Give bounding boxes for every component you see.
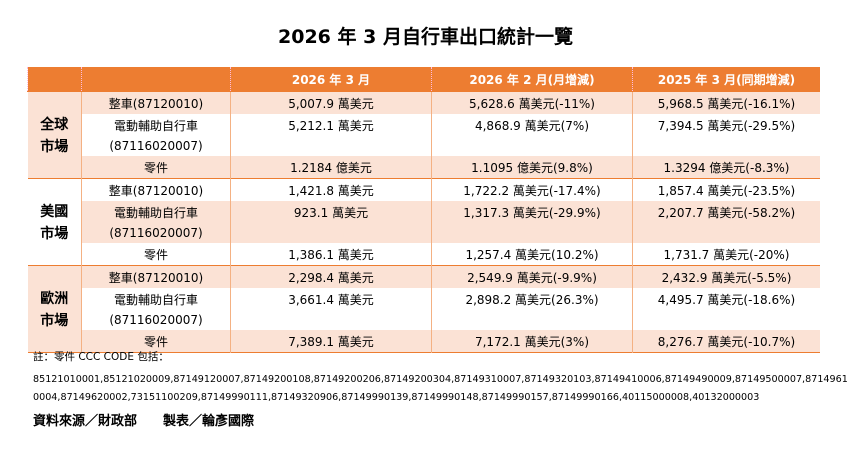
- value-cell: 5,628.6 萬美元(-11%): [431, 91, 633, 114]
- product-label: 電動輔助自行車: [113, 119, 198, 133]
- product-label: 零件: [143, 161, 168, 175]
- source-credit: 資料來源／財政部 製表／輪彥國際: [33, 414, 255, 429]
- codes-line: 0004,87149620002,73151100209,87149990111…: [33, 392, 760, 403]
- value-cell: 2,298.4 萬美元: [230, 265, 432, 288]
- region-label: 美國 市場: [27, 178, 82, 266]
- value-cell: 4,495.7 萬美元(-18.6%): [632, 288, 820, 330]
- region-label-line: 全球: [40, 117, 69, 133]
- value-cell: 1,421.8 萬美元: [230, 178, 432, 201]
- header-cell: 2025 年 3 月(同期增減): [632, 67, 820, 92]
- product-label: 整車(87120010): [108, 97, 204, 111]
- value-cell: 5,007.9 萬美元: [230, 91, 432, 114]
- header-cell: 2026 年 3 月: [230, 67, 432, 92]
- value-cell: 7,389.1 萬美元: [230, 330, 432, 353]
- page-title: 2026 年 3 月自行車出口統計一覽: [278, 26, 573, 48]
- value-cell: 1,731.7 萬美元(-20%): [632, 243, 820, 266]
- region-label-line: 美國: [40, 204, 69, 220]
- product-label: 電動輔助自行車: [113, 206, 198, 220]
- value-cell: 7,394.5 萬美元(-29.5%): [632, 114, 820, 156]
- product-label: (87116020007): [109, 313, 203, 327]
- header-row: 2026 年 3 月 2026 年 2 月(月增減) 2025 年 3 月(同期…: [27, 67, 820, 92]
- value-cell: 3,661.4 萬美元: [230, 288, 432, 330]
- table-row: 電動輔助自行車 (87116020007) 923.1 萬美元 1,317.3 萬美元…: [28, 201, 820, 243]
- product-cell: 零件: [81, 330, 231, 353]
- value-cell: 2,549.9 萬美元(-9.9%): [431, 265, 633, 288]
- header-cell: [81, 67, 231, 92]
- value-cell: 1,857.4 萬美元(-23.5%): [632, 178, 820, 201]
- value-cell: 1,317.3 萬美元(-29.9%): [431, 201, 633, 243]
- table-row: 歐洲市場 整車(87120010) 2,298.4 萬美元 2,549.9 萬美元(-…: [27, 265, 820, 353]
- header-cell: 2026 年 2 月(月增減): [431, 67, 633, 92]
- region-label-line: 市場: [40, 139, 69, 155]
- product-cell: 整車(87120010): [81, 178, 231, 201]
- value-cell: 8,276.7 萬美元(-10.7%): [632, 330, 820, 353]
- table-row: 美國市場 整車(87120010) 1,421.8 萬美元 1,722.2 萬美元(-…: [27, 178, 820, 266]
- product-label: 零件: [143, 335, 168, 349]
- table-row: 零件 1,386.1 萬美元 1,257.4 萬美元(10.2%) 1,731.7 萬…: [28, 243, 820, 266]
- product-label: (87116020007): [109, 226, 203, 240]
- table-row: 電動輔助自行車 (87116020007) 5,212.1 萬美元 4,868.9 萬…: [28, 114, 820, 156]
- value-cell: 2,207.7 萬美元(-58.2%): [632, 201, 820, 243]
- product-label: 零件: [143, 248, 168, 262]
- product-cell: 整車(87120010): [81, 91, 231, 114]
- product-label: 整車(87120010): [108, 184, 204, 198]
- product-label: 整車(87120010): [108, 271, 204, 285]
- product-label: 電動輔助自行車: [113, 293, 198, 307]
- product-cell: 電動輔助自行車 (87116020007): [81, 288, 231, 330]
- region-label-line: 市場: [40, 313, 69, 329]
- region-label: 歐洲 市場: [27, 265, 82, 353]
- export-stats-table: 2026 年 3 月 2026 年 2 月(月增減) 2025 年 3 月(同期…: [27, 67, 820, 353]
- value-cell: 4,868.9 萬美元(7%): [431, 114, 633, 156]
- value-cell: 1,722.2 萬美元(-17.4%): [431, 178, 633, 201]
- codes-line: 85121010001,85121020009,87149120007,8714…: [33, 374, 848, 385]
- value-cell: 1,386.1 萬美元: [230, 243, 432, 266]
- region-label-line: 歐洲: [40, 291, 69, 307]
- value-cell: 1,257.4 萬美元(10.2%): [431, 243, 633, 266]
- region-label: 全球 市場: [27, 91, 82, 179]
- product-cell: 零件: [81, 243, 231, 266]
- product-cell: 整車(87120010): [81, 265, 231, 288]
- value-cell: 1.3294 億美元(-8.3%): [632, 156, 820, 179]
- value-cell: 923.1 萬美元: [230, 201, 432, 243]
- note: 註：零件 CCC CODE 包括：: [33, 351, 169, 363]
- value-cell: 7,172.1 萬美元(3%): [431, 330, 633, 353]
- product-label: (87116020007): [109, 139, 203, 153]
- value-cell: 1.1095 億美元(9.8%): [431, 156, 633, 179]
- header-cell: [27, 67, 82, 92]
- value-cell: 2,898.2 萬美元(26.3%): [431, 288, 633, 330]
- value-cell: 2,432.9 萬美元(-5.5%): [632, 265, 820, 288]
- product-cell: 電動輔助自行車 (87116020007): [81, 201, 231, 243]
- value-cell: 1.2184 億美元: [230, 156, 432, 179]
- table-row: 電動輔助自行車 (87116020007) 3,661.4 萬美元 2,898.2 萬…: [28, 288, 820, 330]
- table-row: 零件 1.2184 億美元 1.1095 億美元(9.8%) 1.3294 億美元(-…: [28, 156, 820, 179]
- product-cell: 零件: [81, 156, 231, 179]
- value-cell: 5,968.5 萬美元(-16.1%): [632, 91, 820, 114]
- product-cell: 電動輔助自行車 (87116020007): [81, 114, 231, 156]
- region-label-line: 市場: [40, 226, 69, 242]
- table-row: 零件 7,389.1 萬美元 7,172.1 萬美元(3%) 8,276.7 萬美元(…: [28, 330, 820, 353]
- table-row: 全球市場 整車(87120010) 5,007.9 萬美元 5,628.6 萬美元(-…: [27, 91, 820, 179]
- value-cell: 5,212.1 萬美元: [230, 114, 432, 156]
